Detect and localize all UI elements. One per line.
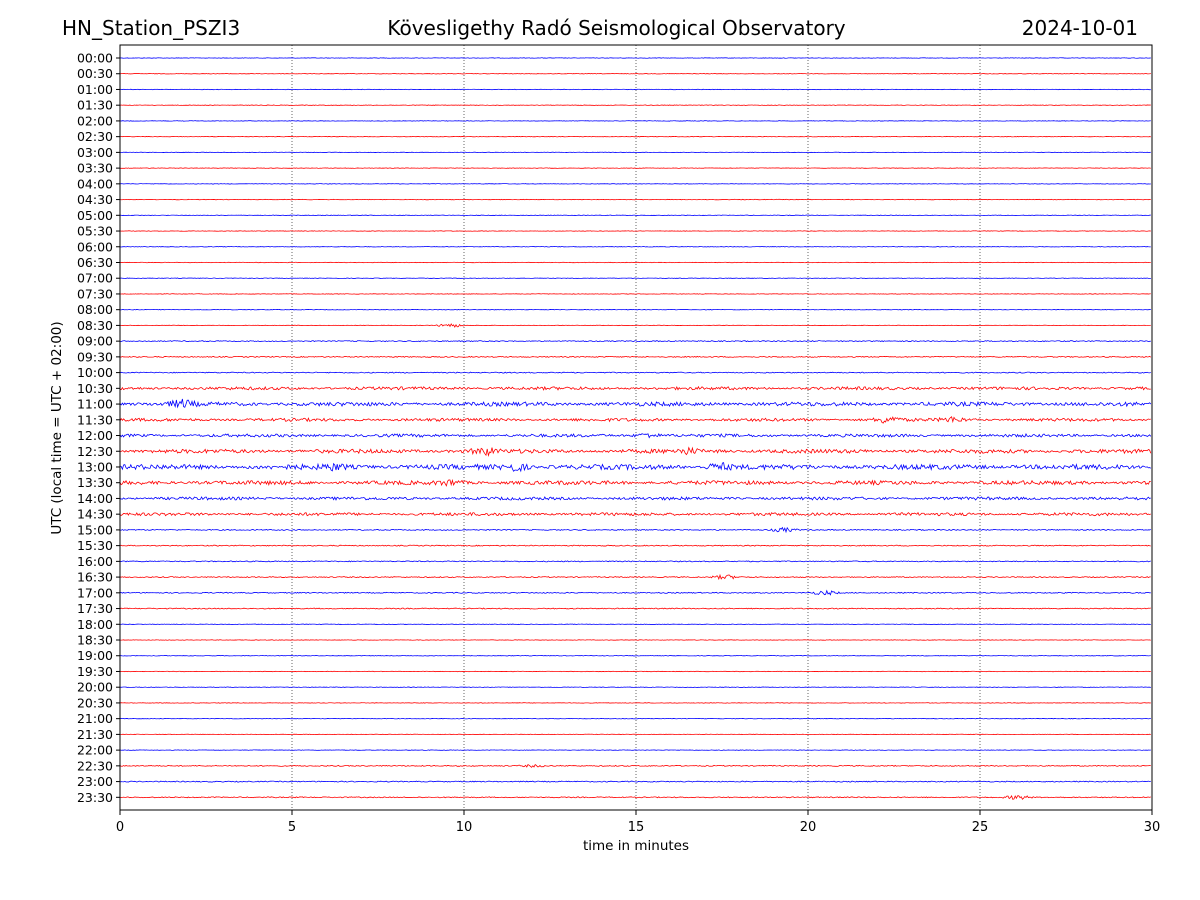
trace-row-1030: [119, 385, 1151, 391]
y-tick-label: 04:00: [77, 176, 113, 191]
trace-row-1630: [119, 573, 1151, 581]
y-tick-label: 13:00: [77, 459, 113, 474]
y-tick-label: 20:30: [77, 695, 113, 710]
trace-row-1400: [119, 496, 1151, 501]
y-tick-label: 10:00: [77, 365, 113, 380]
chart-date: 2024-10-01: [1021, 16, 1138, 40]
x-tick-label: 0: [116, 820, 124, 835]
y-axis-label: UTC (local time = UTC + 02:00): [49, 321, 65, 534]
x-tick-label: 10: [456, 820, 473, 835]
y-tick-label: 19:00: [77, 648, 113, 663]
y-tick-label: 22:00: [77, 743, 113, 758]
trace-row-1100: [119, 398, 1152, 409]
y-tick-label: 14:00: [77, 491, 113, 506]
y-tick-label: 23:00: [77, 774, 113, 789]
trace-row-0930: [119, 355, 1152, 358]
trace-row-2330: [119, 794, 1151, 800]
y-tick-label: 23:30: [77, 790, 113, 805]
y-tick-label: 00:00: [77, 51, 113, 66]
x-tick-label: 5: [288, 820, 296, 835]
y-tick-label: 12:30: [77, 444, 113, 459]
y-tick-label: 09:00: [77, 334, 113, 349]
y-tick-label: 22:30: [77, 758, 113, 773]
y-tick-label: 13:30: [77, 475, 113, 490]
y-tick-label: 15:30: [77, 538, 113, 553]
trace-row-1300: [119, 462, 1151, 473]
y-tick-label: 11:30: [77, 412, 113, 427]
y-tick-label: 11:00: [77, 397, 113, 412]
y-tick-label: 06:30: [77, 255, 113, 270]
x-axis-ticks: 0 5 10 15 20 25 30: [116, 810, 1160, 835]
y-tick-label: 04:30: [77, 192, 113, 207]
trace-row-1330: [119, 478, 1151, 487]
trace-row-1730: [119, 607, 1151, 610]
y-tick-label: 18:30: [77, 633, 113, 648]
y-tick-label: 10:30: [77, 381, 113, 396]
y-tick-label: 06:00: [77, 239, 113, 254]
y-tick-label: 00:30: [77, 66, 113, 81]
trace-row-1500: [119, 526, 1151, 534]
x-axis-label: time in minutes: [583, 838, 689, 854]
trace-row-2300: [119, 780, 1151, 783]
y-tick-label: 02:30: [77, 129, 113, 144]
y-tick-label: 16:30: [77, 570, 113, 585]
trace-row-0830: [119, 323, 1151, 328]
trace-row-1230: [119, 446, 1152, 458]
y-tick-label: 03:00: [77, 145, 113, 160]
trace-row-1000: [119, 371, 1151, 374]
y-tick-label: 20:00: [77, 680, 113, 695]
y-tick-label: 08:00: [77, 302, 113, 317]
trace-row-1600: [119, 560, 1151, 563]
y-tick-label: 19:30: [77, 664, 113, 679]
y-tick-label: 17:30: [77, 601, 113, 616]
y-tick-label: 05:30: [77, 224, 113, 239]
y-tick-label: 02:00: [77, 113, 113, 128]
y-tick-label: 07:00: [77, 271, 113, 286]
trace-row-1430: [119, 511, 1151, 517]
seismic-traces: [119, 57, 1152, 800]
y-tick-label: 18:00: [77, 617, 113, 632]
chart-title: Kövesligethy Radó Seismological Observat…: [387, 16, 846, 40]
y-tick-label: 01:00: [77, 82, 113, 97]
y-tick-label: 01:30: [77, 98, 113, 113]
y-tick-label: 08:30: [77, 318, 113, 333]
x-tick-label: 25: [972, 820, 989, 835]
y-tick-label: 21:30: [77, 727, 113, 742]
y-tick-label: 17:00: [77, 585, 113, 600]
y-tick-label: 05:00: [77, 208, 113, 223]
x-tick-label: 20: [800, 820, 817, 835]
trace-row-1700: [119, 589, 1151, 596]
y-tick-label: 09:30: [77, 349, 113, 364]
x-tick-label: 30: [1144, 820, 1161, 835]
x-tick-label: 15: [628, 820, 645, 835]
y-tick-label: 07:30: [77, 286, 113, 301]
y-tick-label: 15:00: [77, 522, 113, 537]
trace-row-2230: [119, 763, 1151, 768]
trace-row-1130: [119, 416, 1151, 424]
y-tick-label: 16:00: [77, 554, 113, 569]
y-tick-label: 14:30: [77, 507, 113, 522]
y-tick-label: 21:00: [77, 711, 113, 726]
trace-row-1530: [119, 544, 1151, 547]
y-axis-ticks: 00:0000:3001:0001:3002:0002:3003:0003:30…: [77, 51, 120, 805]
y-tick-label: 12:00: [77, 428, 113, 443]
trace-row-0900: [119, 340, 1151, 343]
grid-lines: [291, 45, 981, 810]
y-tick-label: 03:30: [77, 161, 113, 176]
station-name: HN_Station_PSZI3: [62, 16, 241, 40]
trace-row-1200: [119, 433, 1152, 439]
